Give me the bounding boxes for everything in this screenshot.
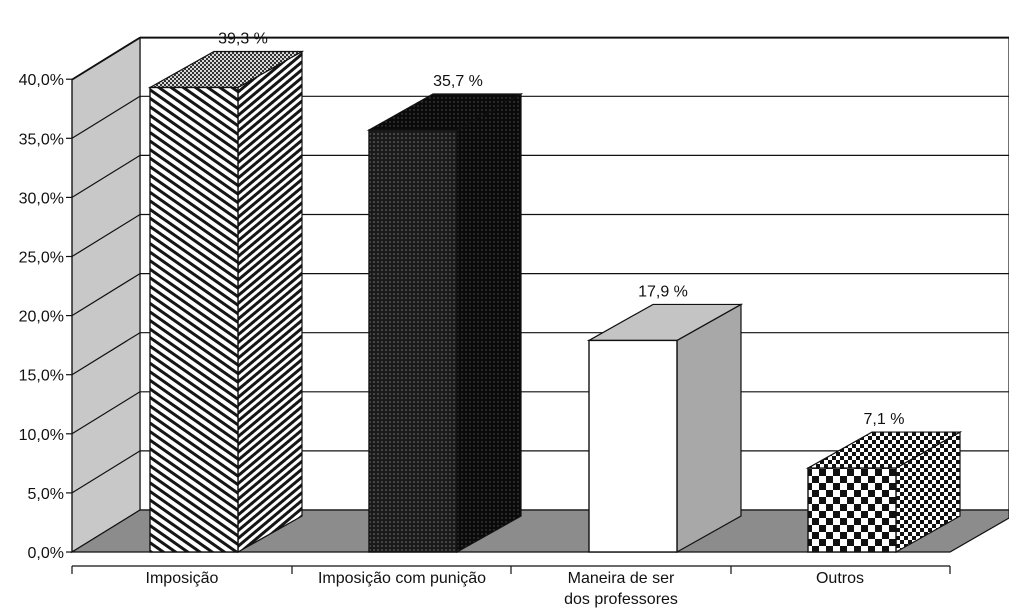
gridline-wall: [71, 332, 141, 376]
value-label: 35,7 %: [433, 73, 483, 90]
bar-side-face: [676, 303, 742, 554]
bar-3: [586, 303, 744, 554]
bar-1: [147, 50, 305, 554]
chart-floor: [69, 509, 1009, 553]
bar-front-face: [149, 86, 239, 553]
value-label: 7,1 %: [864, 411, 905, 428]
y-tick-label: 0,0%: [28, 545, 64, 562]
bars: [147, 50, 963, 554]
category-label: Imposição: [146, 570, 219, 587]
y-tick-label: 15,0%: [19, 368, 64, 385]
gridline-wall: [71, 273, 141, 317]
category-label: Outros: [816, 570, 864, 587]
gridline-wall: [71, 450, 141, 494]
value-labels: 39,3 % 35,7 % 17,9 % 7,1 %: [218, 30, 904, 428]
bar-front-face: [807, 467, 897, 553]
bar-front-face: [588, 339, 678, 553]
value-label: 39,3 %: [218, 30, 268, 47]
y-axis-tick-labels: 0,0% 5,0% 10,0% 15,0% 20,0% 25,0% 30,0% 35,0% 40…: [19, 72, 73, 562]
bar-front-face: [368, 129, 458, 553]
bar-side-face: [456, 93, 522, 554]
gridline-wall: [71, 95, 141, 139]
bar-4: [805, 431, 963, 554]
bar-2: [366, 93, 524, 554]
y-tick-label: 40,0%: [19, 72, 64, 89]
y-tick-label: 25,0%: [19, 250, 64, 267]
y-tick-label: 10,0%: [19, 427, 64, 444]
gridline-wall: [71, 213, 141, 258]
y-tick-label: 5,0%: [28, 486, 64, 503]
y-tick-label: 20,0%: [19, 309, 64, 326]
gridline-wall: [71, 391, 141, 435]
y-tick-label: 35,0%: [19, 131, 64, 148]
x-axis: Imposição Imposição com punição Maneira de…: [71, 565, 951, 608]
category-label: Imposição com punição: [318, 570, 486, 587]
gridline-wall: [71, 154, 141, 198]
gridline-wall: [71, 36, 141, 80]
value-label: 17,9 %: [638, 283, 688, 300]
category-label: Maneira de ser dos professores: [564, 570, 678, 608]
bar-side-face: [237, 50, 303, 554]
y-tick-label: 30,0%: [19, 190, 64, 207]
